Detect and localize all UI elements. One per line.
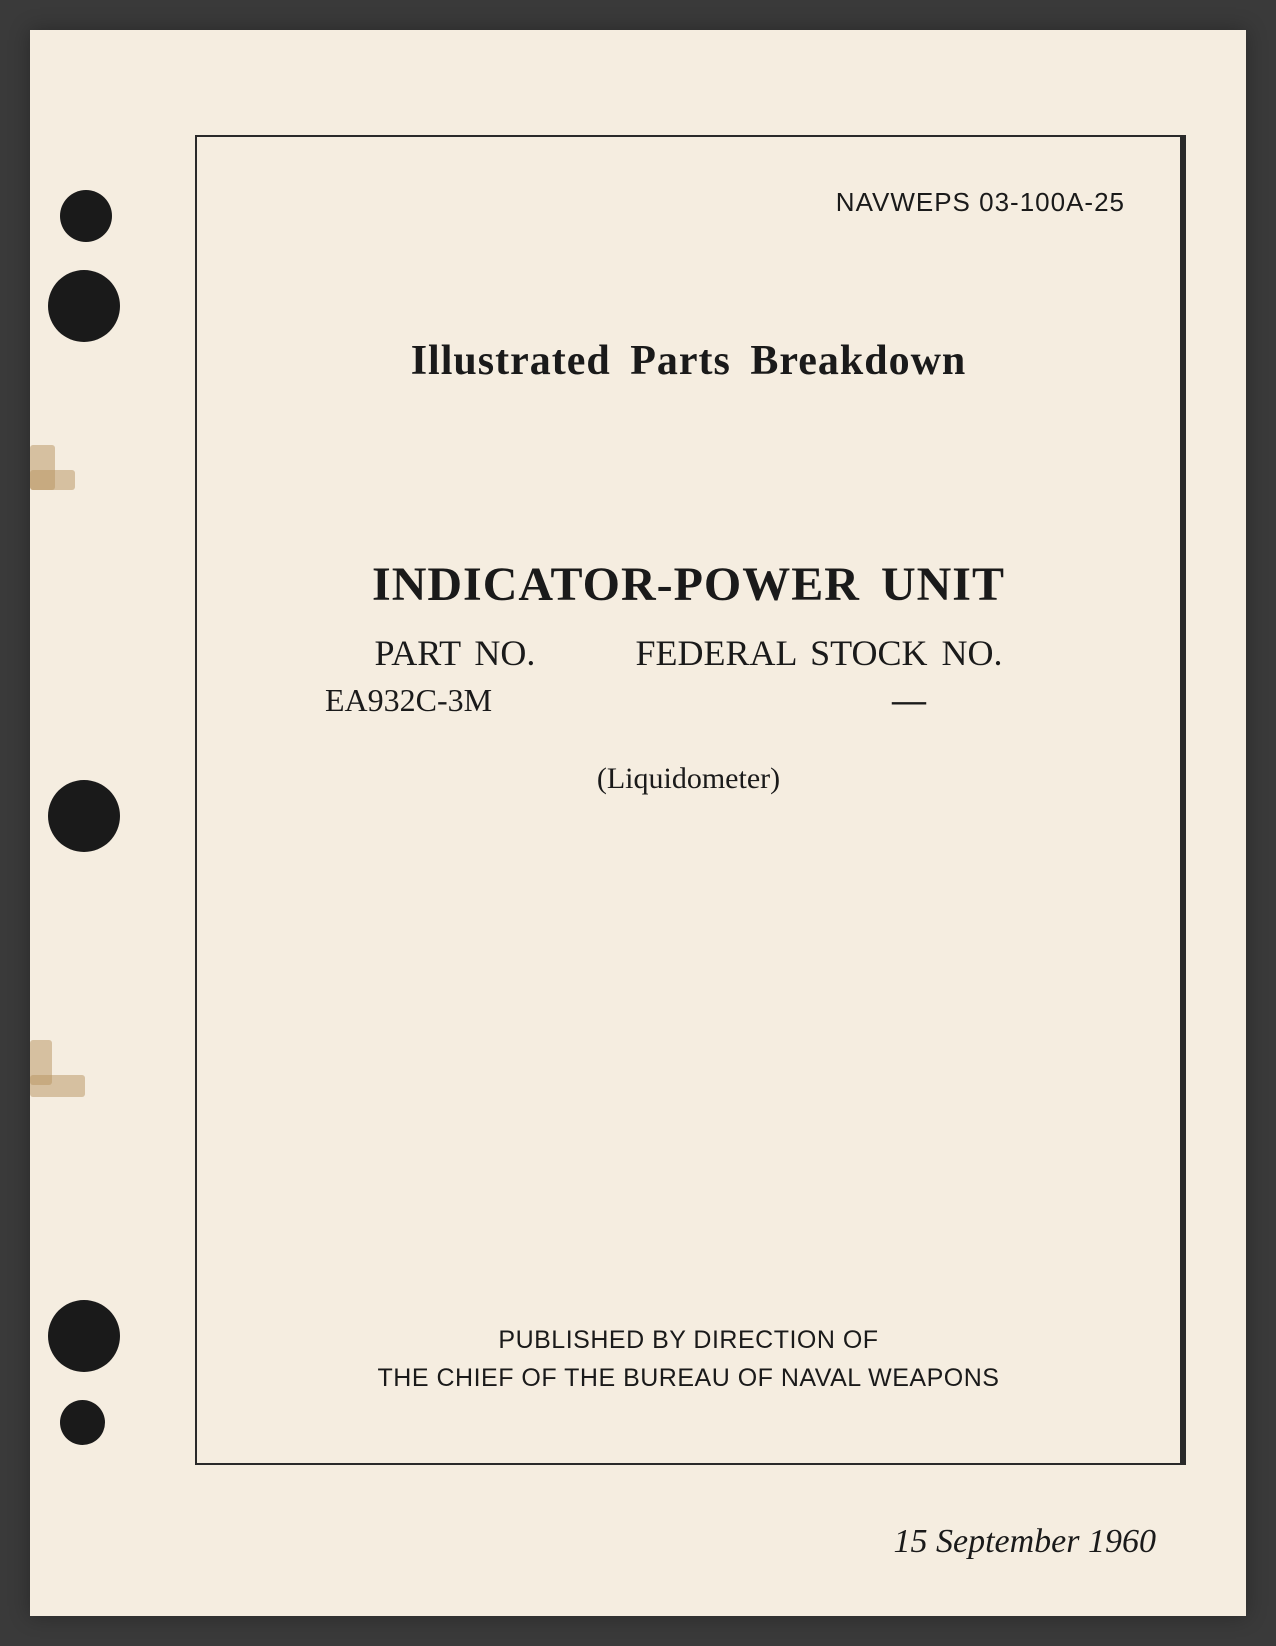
hole-punch-icon [60, 1400, 105, 1445]
stock-no-value: — [892, 682, 926, 720]
hole-punch-icon [60, 190, 112, 242]
manufacturer-label: (Liquidometer) [197, 762, 1180, 796]
part-no-label: PART NO. [375, 632, 536, 674]
publisher-line-2: THE CHIEF OF THE BUREAU OF NAVAL WEAPONS [197, 1360, 1180, 1398]
info-labels-row: PART NO. FEDERAL STOCK NO. [197, 632, 1180, 674]
hole-punch-icon [48, 1300, 120, 1372]
document-page: NAVWEPS 03-100A-25 Illustrated Parts Bre… [30, 30, 1246, 1616]
publication-date: 15 September 1960 [893, 1523, 1156, 1561]
publisher-line-1: PUBLISHED BY DIRECTION OF [197, 1322, 1180, 1360]
document-title: Illustrated Parts Breakdown [197, 337, 1180, 385]
hole-punch-icon [48, 270, 120, 342]
document-border: NAVWEPS 03-100A-25 Illustrated Parts Bre… [195, 135, 1180, 1465]
hole-punch-icon [48, 780, 120, 852]
publisher-block: PUBLISHED BY DIRECTION OF THE CHIEF OF T… [197, 1322, 1180, 1397]
paper-stain [30, 1075, 85, 1097]
federal-stock-label: FEDERAL STOCK NO. [635, 632, 1002, 674]
main-heading: INDICATOR-POWER UNIT [197, 557, 1180, 612]
part-no-value: EA932C-3M [325, 682, 492, 719]
document-number: NAVWEPS 03-100A-25 [836, 187, 1125, 218]
paper-stain [30, 470, 75, 490]
